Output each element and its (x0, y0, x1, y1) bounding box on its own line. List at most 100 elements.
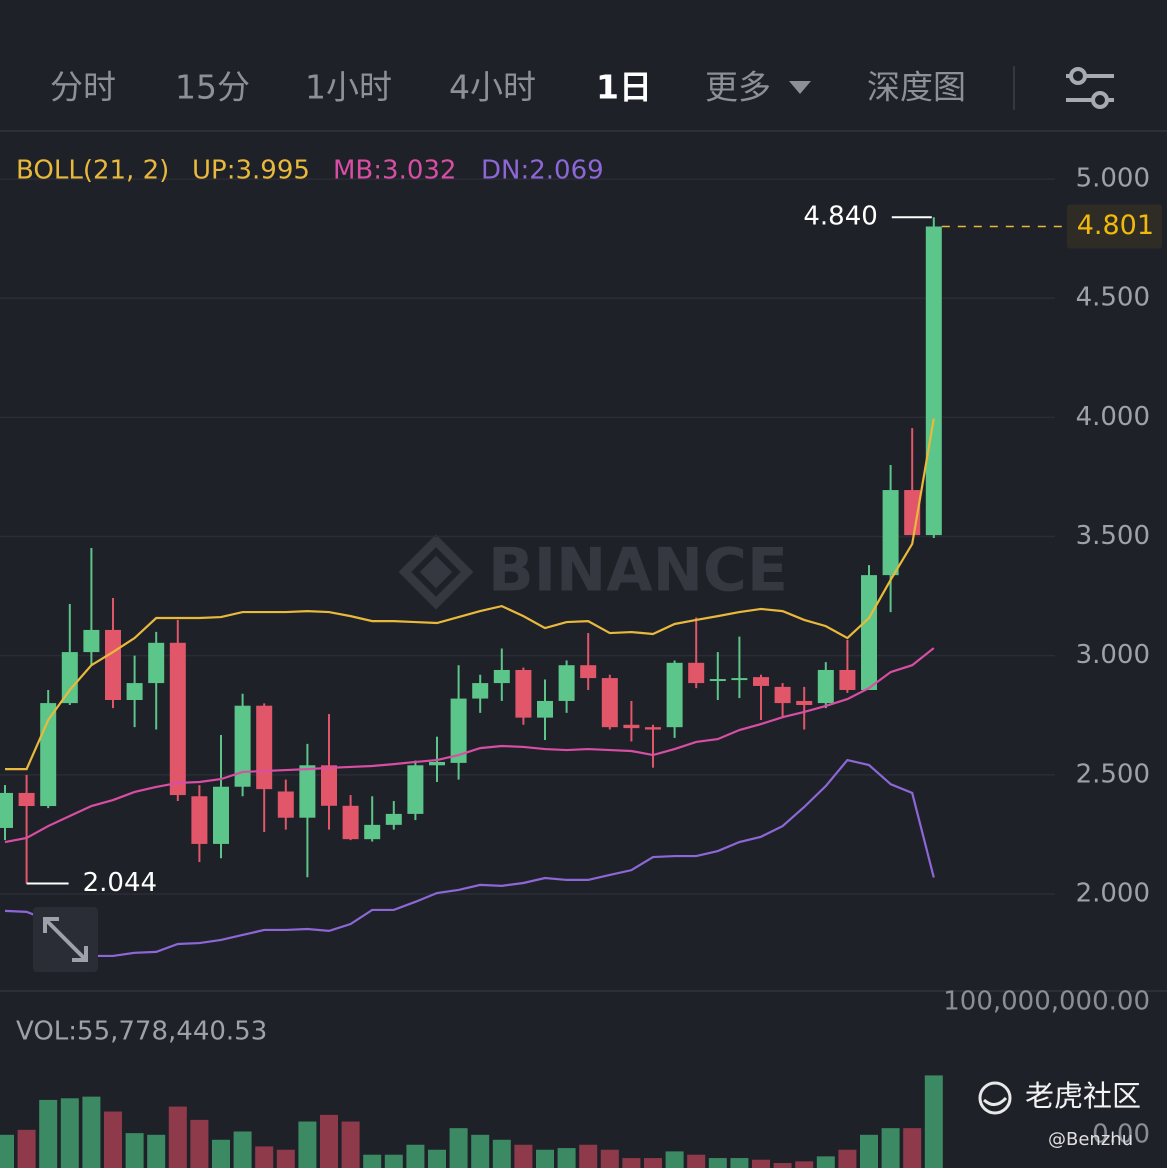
candle-body (450, 698, 467, 763)
volume-bar (644, 1158, 662, 1168)
volume-bar (341, 1121, 360, 1168)
y-tick-label: 2.500 (1076, 759, 1150, 789)
volume-bar (600, 1149, 619, 1168)
volume-bar (795, 1161, 814, 1168)
candle-body (666, 662, 683, 728)
volume-bar (60, 1098, 79, 1168)
candle-body (429, 761, 445, 766)
indicator-line (5, 418, 935, 771)
settings-icon[interactable] (1066, 67, 1114, 109)
candle-body (299, 765, 316, 818)
candle-body (213, 786, 229, 844)
candle-body (774, 686, 791, 704)
volume-bar (104, 1111, 122, 1168)
candle-body (18, 792, 35, 807)
candle-body (623, 724, 640, 729)
volume-bar (708, 1158, 727, 1168)
time-tab[interactable]: 1日 (596, 68, 652, 107)
low-label: 2.044 (83, 868, 157, 898)
time-tab[interactable]: 1小时 (305, 68, 392, 107)
candle-body (321, 765, 337, 806)
volume-bar (125, 1133, 144, 1168)
expand-button[interactable] (33, 907, 98, 972)
volume-bar (752, 1159, 770, 1168)
candle-body (580, 665, 597, 679)
volume-bar (298, 1121, 317, 1168)
volume-bar (428, 1149, 446, 1168)
candle-body (925, 226, 942, 536)
volume-bar (924, 1075, 943, 1168)
volume-bar (838, 1149, 857, 1168)
candle-body (861, 575, 877, 690)
legend-entry: UP:3.995 (192, 156, 310, 186)
indicator-line (4, 647, 935, 844)
dropdown-caret (789, 81, 811, 94)
legend-entry: MB:3.032 (333, 156, 456, 186)
high-label: 4.840 (803, 202, 877, 232)
last-price-box (1067, 204, 1162, 249)
volume-bar (168, 1106, 187, 1168)
volume-bar (471, 1134, 490, 1168)
candle-body (817, 669, 834, 704)
candle-body (839, 669, 856, 690)
candle-body (342, 805, 359, 840)
candle-body (407, 765, 424, 814)
candle-body (645, 727, 661, 730)
volume-bar (17, 1129, 36, 1168)
y-tick-label: 5.000 (1076, 164, 1150, 194)
candle-body (364, 824, 381, 840)
time-tab[interactable]: 更多 (705, 68, 771, 107)
volume-bar (730, 1158, 749, 1168)
toolbar: 分时 15分 1小时 4小时 1日 更多 深度图 (50, 68, 966, 107)
volume-bar (39, 1099, 58, 1168)
candle-body (709, 679, 726, 682)
candle-body (796, 700, 813, 706)
candle-body (558, 665, 575, 701)
volume-bar (255, 1146, 274, 1168)
candle-body (256, 705, 273, 790)
candle-body (234, 705, 251, 787)
candle-body (515, 669, 532, 718)
volume-bar (147, 1134, 166, 1168)
candle-body (83, 629, 100, 653)
time-tab[interactable]: 分时 (50, 68, 116, 107)
legend-entry: DN:2.069 (481, 156, 604, 186)
watermark-text: BINANCE (488, 536, 788, 606)
time-tab[interactable]: 15分 (175, 68, 250, 107)
y-tick-label: 3.000 (1076, 640, 1150, 670)
volume-bar (816, 1156, 835, 1168)
candle-body (385, 813, 402, 825)
candle-body (126, 683, 143, 700)
candle-body (105, 629, 121, 700)
candle-body (731, 678, 748, 681)
candle-body (191, 796, 208, 844)
volume-bar (622, 1158, 641, 1168)
indicator-line (4, 758, 935, 958)
volume-bar (773, 1163, 792, 1168)
user-handle: @Benzhu (1048, 1129, 1133, 1150)
volume-bar (363, 1154, 382, 1168)
volume-bar (212, 1139, 230, 1168)
volume-title: VOL:55,778,440.53 (16, 1017, 267, 1047)
time-tab[interactable]: 深度图 (867, 68, 966, 107)
y-tick-label: 4.500 (1076, 283, 1150, 313)
volume-tick-label: 0.00 (1092, 1120, 1150, 1150)
volume-bar (514, 1144, 533, 1168)
y-tick-label: 2.000 (1076, 878, 1150, 908)
volume-bar (449, 1128, 468, 1168)
candle-body (493, 669, 510, 684)
candle-body (537, 700, 553, 718)
candle-body (61, 652, 78, 704)
volume-bar (384, 1154, 403, 1168)
candle-body (148, 642, 165, 684)
volume-bar (190, 1119, 209, 1168)
candle-body (0, 792, 13, 828)
volume-bar (0, 1134, 14, 1168)
brand-name: 老虎社区 (1025, 1079, 1141, 1113)
time-tab[interactable]: 4小时 (449, 68, 536, 107)
indicator-title: BOLL(21, 2) (16, 156, 169, 186)
volume-bar (492, 1139, 511, 1168)
candle-body (277, 791, 294, 818)
